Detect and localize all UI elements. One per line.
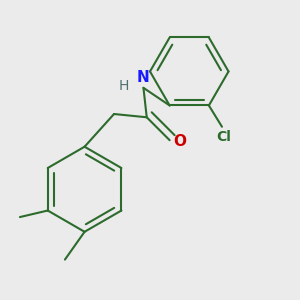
Text: O: O <box>173 134 186 149</box>
Text: H: H <box>118 79 129 93</box>
Text: Cl: Cl <box>216 130 231 144</box>
Text: N: N <box>137 70 150 85</box>
